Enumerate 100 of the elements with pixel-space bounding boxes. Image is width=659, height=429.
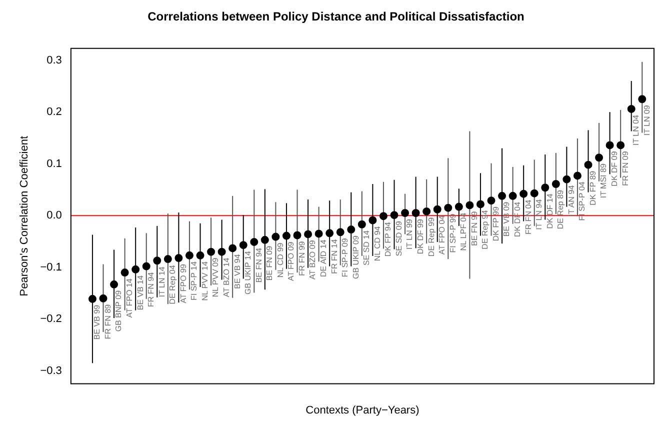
point bbox=[196, 251, 204, 260]
x-tick-label: NL LPF 04 bbox=[459, 212, 468, 251]
x-tick-label: AT FPO 09 bbox=[286, 241, 296, 282]
point bbox=[272, 232, 280, 241]
point bbox=[530, 189, 538, 198]
x-tick-label: IT LN 14 bbox=[157, 266, 166, 298]
x-tick-label: DK DF 99 bbox=[416, 218, 426, 254]
point bbox=[260, 236, 269, 244]
point bbox=[120, 268, 129, 277]
point bbox=[412, 208, 420, 217]
y-tick-label: −0.1 bbox=[40, 261, 62, 274]
point bbox=[541, 184, 550, 192]
point bbox=[379, 212, 388, 220]
x-tick-label: AT FPO 04 bbox=[438, 214, 447, 255]
point bbox=[347, 226, 356, 234]
x-tick-label: FI SP-P 99 bbox=[448, 213, 458, 253]
x-tick-label: GB BNP 09 bbox=[114, 290, 124, 332]
point bbox=[110, 280, 118, 288]
x-tick-label: DK FP 89 bbox=[588, 170, 598, 206]
point bbox=[368, 216, 377, 224]
x-tick-label: SE SD 09 bbox=[394, 220, 404, 256]
point bbox=[584, 160, 592, 169]
point bbox=[326, 229, 334, 238]
x-tick-label: DK DF 04 bbox=[513, 201, 522, 238]
x-tick-label: BE VB 94 bbox=[232, 254, 242, 289]
y-tick-label: −0.3 bbox=[40, 364, 62, 377]
x-tick-label: GB UKIP 09 bbox=[351, 235, 360, 279]
x-tick-label: DK FP 94 bbox=[384, 222, 393, 257]
point bbox=[250, 238, 258, 246]
point bbox=[616, 141, 625, 150]
x-tick-label: BE FN 09 bbox=[265, 245, 274, 281]
x-tick-label: DK DF 14 bbox=[545, 193, 554, 229]
point bbox=[466, 201, 474, 210]
point bbox=[218, 248, 226, 256]
point bbox=[454, 202, 463, 211]
x-tick-label: FI SP-P 14 bbox=[190, 260, 199, 300]
x-tick-label: FR FN 04 bbox=[524, 199, 533, 235]
x-tick-label: FR FN 14 bbox=[330, 238, 339, 274]
x-tick-label: NL CD 99 bbox=[276, 242, 285, 278]
x-tick-label: IT MSI 89 bbox=[599, 163, 608, 198]
x-tick-label: DK DF 09 bbox=[610, 150, 620, 186]
point bbox=[164, 255, 172, 264]
point bbox=[88, 294, 96, 303]
x-tick-label: NL PVV 14 bbox=[200, 260, 210, 301]
x-tick-label: FR FN 09 bbox=[620, 150, 630, 186]
point bbox=[185, 251, 194, 260]
point bbox=[282, 232, 290, 240]
point bbox=[422, 207, 431, 216]
point bbox=[573, 172, 582, 180]
point bbox=[401, 208, 410, 217]
x-tick-label: BE VB 09 bbox=[502, 201, 512, 237]
point bbox=[142, 262, 150, 270]
point bbox=[520, 190, 528, 198]
x-tick-label: IT LN 99 bbox=[405, 218, 414, 250]
point bbox=[390, 211, 398, 220]
point bbox=[476, 200, 484, 208]
x-tick-label: FR FN 99 bbox=[297, 240, 306, 276]
point bbox=[606, 141, 614, 150]
point bbox=[99, 294, 108, 302]
point bbox=[132, 265, 140, 274]
x-tick-label: GB UKIP 14 bbox=[244, 250, 253, 295]
x-tick-label: BE FN 94 bbox=[254, 247, 264, 283]
point bbox=[228, 244, 237, 252]
x-tick-label: DE Rep 99 bbox=[426, 216, 436, 257]
point bbox=[627, 104, 636, 113]
y-tick-label: 0.1 bbox=[46, 158, 62, 170]
x-tick-label: AT BZO 09 bbox=[308, 240, 318, 280]
x-tick-label: DE Rep 04 bbox=[168, 264, 178, 304]
y-tick-label: −0.2 bbox=[40, 313, 62, 326]
x-tick-label: AT FPO 14 bbox=[125, 278, 134, 318]
point bbox=[638, 95, 646, 104]
x-tick-label: DE Rep 89 bbox=[556, 189, 566, 230]
x-tick-label: IT LN 04 bbox=[632, 114, 641, 146]
x-tick-label: AT BZO 14 bbox=[222, 257, 232, 298]
x-tick-label: BE FN 99 bbox=[470, 210, 479, 246]
point bbox=[562, 175, 571, 184]
x-tick-label: IT LN 09 bbox=[642, 104, 652, 136]
point bbox=[508, 192, 517, 200]
y-tick-label: 0.2 bbox=[46, 106, 62, 118]
x-tick-label: FI SP-P 04 bbox=[578, 181, 587, 221]
x-tick-label: IT LN 94 bbox=[534, 198, 544, 230]
x-tick-label: AT FPO 99 bbox=[178, 263, 188, 304]
point bbox=[433, 205, 442, 214]
point bbox=[595, 154, 604, 162]
chart-title: Correlations between Policy Distance and Political Dissatisfaction bbox=[148, 10, 524, 24]
x-axis-title: Contexts (Party−Years) bbox=[306, 404, 420, 416]
x-tick-label: SE SD 14 bbox=[362, 230, 372, 266]
x-tick-label: FI SP-P 09 bbox=[340, 238, 350, 278]
x-tick-label: DE AfD 14 bbox=[319, 239, 328, 278]
point bbox=[314, 230, 323, 238]
point bbox=[358, 220, 366, 228]
point bbox=[552, 180, 560, 188]
point bbox=[293, 231, 302, 240]
x-tick-label: IT AN 94 bbox=[566, 184, 576, 216]
x-tick-label: DE Rep 94 bbox=[480, 210, 490, 250]
point bbox=[336, 228, 344, 236]
x-tick-label: NL PVV 09 bbox=[211, 257, 220, 298]
point bbox=[174, 254, 183, 262]
x-tick-label: DK FP 99 bbox=[491, 206, 500, 242]
y-tick-label: 0.0 bbox=[46, 210, 62, 222]
